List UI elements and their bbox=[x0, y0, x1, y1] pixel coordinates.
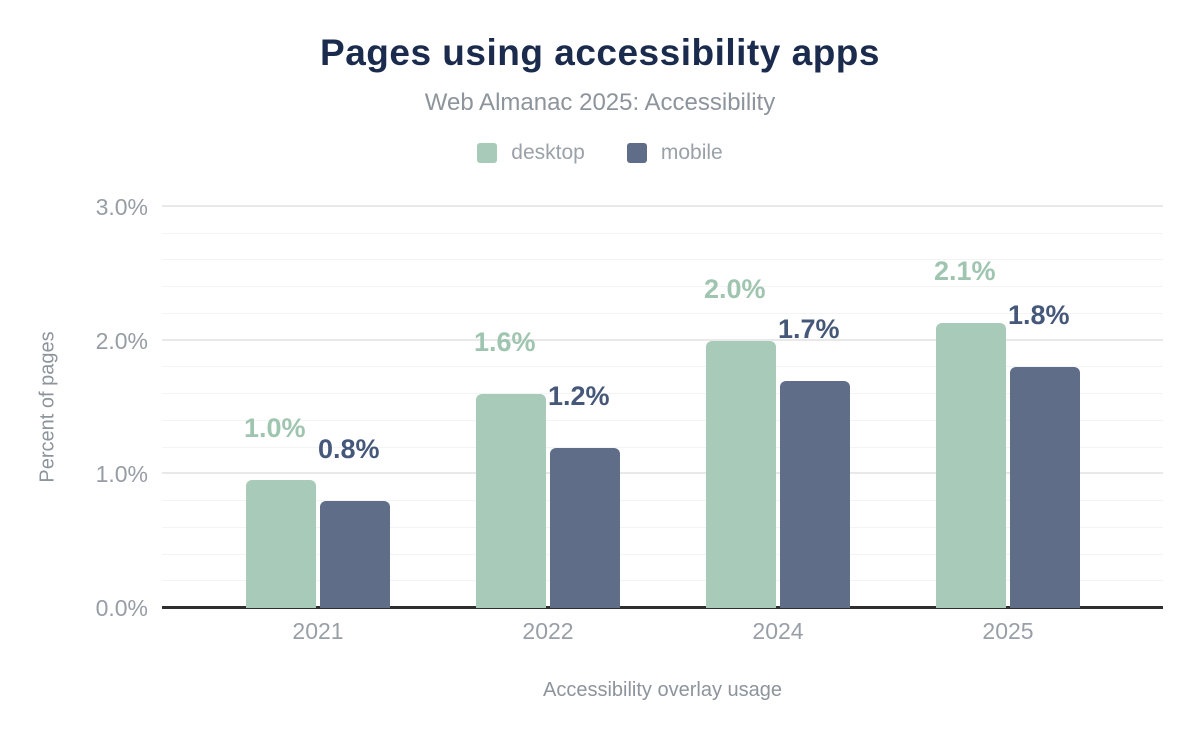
y-axis-title: Percent of pages bbox=[36, 331, 59, 483]
bar-mobile-2025 bbox=[1010, 367, 1080, 608]
plot-area: 1.0% 0.8% 1.6% 1.2% 2.0% 1.7% 2.1% 1.8% bbox=[162, 205, 1163, 609]
legend: desktop mobile bbox=[0, 141, 1200, 165]
bar-value-label-desktop-2024: 2.0% bbox=[704, 273, 766, 304]
y-tick-label-3.0%: 3.0% bbox=[95, 194, 148, 220]
legend-swatch-desktop bbox=[477, 143, 498, 163]
bar-mobile-2021 bbox=[320, 501, 390, 608]
gridline-minor bbox=[162, 393, 1163, 395]
bar-value-label-desktop-2025: 2.1% bbox=[934, 256, 996, 287]
y-tick-label-1.0%: 1.0% bbox=[95, 461, 148, 488]
legend-item-mobile[interactable]: mobile bbox=[626, 141, 723, 165]
legend-label: desktop bbox=[511, 141, 585, 164]
gridline-minor bbox=[162, 446, 1163, 448]
gridline-minor bbox=[162, 500, 1163, 502]
gridline-minor bbox=[162, 366, 1163, 368]
gridline-minor bbox=[162, 259, 1163, 261]
gridline-minor bbox=[162, 232, 1163, 234]
gridline-minor bbox=[162, 312, 1163, 314]
x-tick-label-2024: 2024 bbox=[752, 618, 804, 644]
gridline-major bbox=[162, 205, 1163, 207]
bar-desktop-2021 bbox=[246, 479, 316, 608]
gridline-major bbox=[162, 338, 1163, 341]
legend-item-desktop[interactable]: desktop bbox=[477, 141, 585, 165]
bar-desktop-2025 bbox=[936, 323, 1006, 608]
gridline-minor bbox=[162, 526, 1163, 528]
bar-value-label-mobile-2024: 1.7% bbox=[778, 313, 840, 344]
legend-swatch-mobile bbox=[626, 143, 647, 163]
y-tick-label-2.0%: 2.0% bbox=[95, 327, 148, 354]
x-axis-title: Accessibility overlay usage bbox=[543, 679, 782, 701]
x-axis-line bbox=[162, 606, 1163, 609]
gridline-minor bbox=[162, 286, 1163, 288]
bar-value-label-mobile-2022: 1.2% bbox=[548, 380, 610, 411]
bar-value-label-mobile-2021: 0.8% bbox=[318, 434, 380, 465]
chart-title: Pages using accessibility apps bbox=[320, 32, 880, 73]
bar-desktop-2024 bbox=[706, 340, 776, 608]
bar-mobile-2024 bbox=[780, 380, 850, 608]
chart-subtitle: Web Almanac 2025: Accessibility bbox=[424, 89, 776, 116]
x-tick-label-2025: 2025 bbox=[982, 618, 1034, 644]
gridline-minor bbox=[162, 580, 1163, 582]
x-tick-label-2022: 2022 bbox=[522, 618, 574, 644]
legend-label: mobile bbox=[660, 141, 723, 164]
gridline-major bbox=[162, 472, 1163, 475]
gridline-minor bbox=[162, 553, 1163, 555]
bar-value-label-desktop-2021: 1.0% bbox=[244, 412, 306, 443]
y-tick-label-0.0%: 0.0% bbox=[95, 595, 148, 621]
x-tick-label-2021: 2021 bbox=[292, 618, 344, 644]
gridline-minor bbox=[162, 419, 1163, 421]
bar-value-label-desktop-2022: 1.6% bbox=[474, 327, 536, 358]
bar-mobile-2022 bbox=[550, 447, 620, 608]
bar-desktop-2022 bbox=[476, 394, 546, 608]
bar-value-label-mobile-2025: 1.8% bbox=[1008, 300, 1070, 331]
